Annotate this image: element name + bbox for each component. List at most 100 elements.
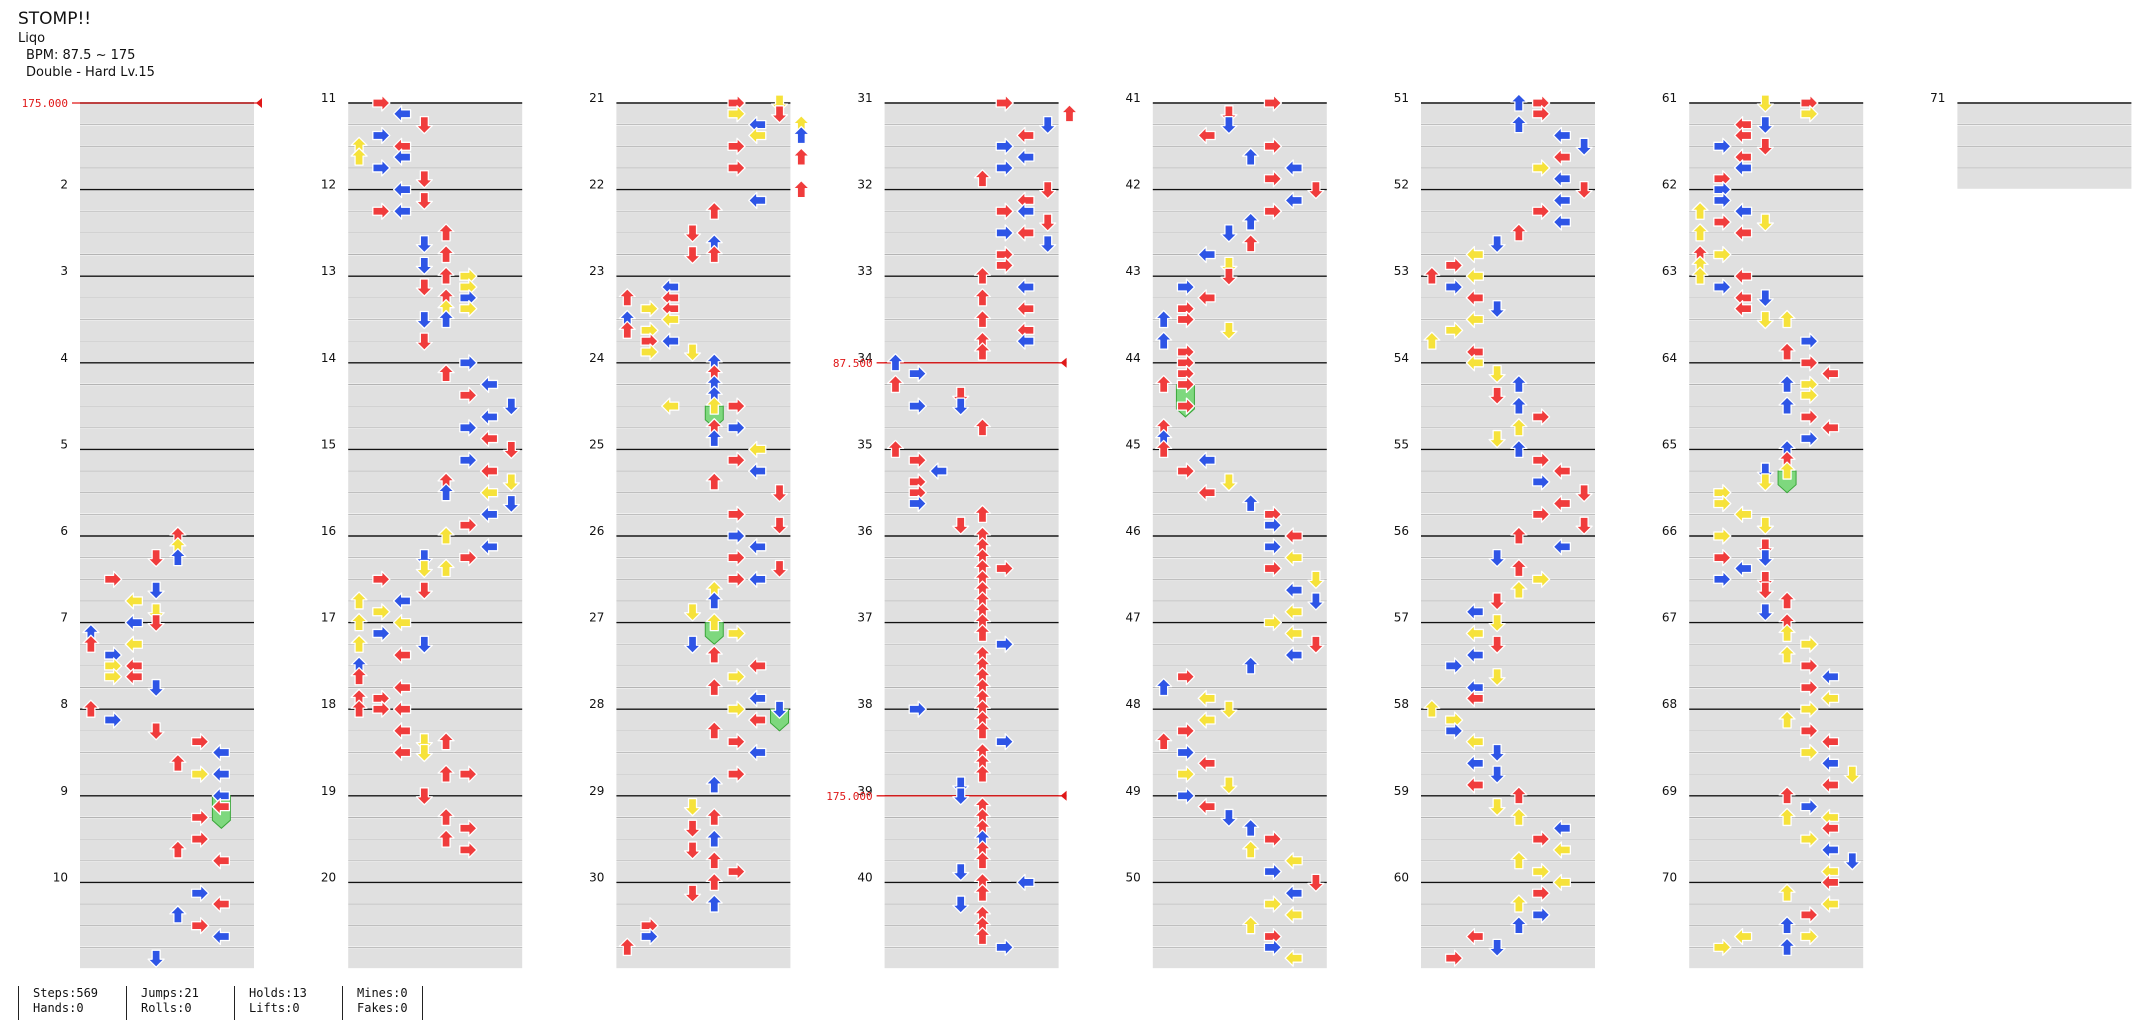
arrow-note-icon [973, 266, 992, 285]
arrow-note-shape [502, 494, 520, 514]
arrow-note-icon [1176, 668, 1196, 686]
arrow-note-icon [973, 623, 992, 643]
arrow-note-icon [1307, 592, 1325, 611]
arrow-note-icon [952, 862, 970, 882]
arrow-note-icon [995, 137, 1014, 155]
arrow-note-icon [1220, 224, 1238, 243]
beat-stripe [80, 580, 254, 601]
arrow-note-shape [1488, 429, 1506, 449]
arrow-note-icon [1039, 116, 1057, 135]
arrow-note-icon [211, 852, 231, 870]
measure-number: 28 [589, 697, 604, 711]
measure-number: 33 [857, 264, 872, 278]
arrow-note-shape [372, 624, 391, 643]
arrow-note-icon [437, 829, 455, 848]
arrow-note-shape [1016, 126, 1035, 145]
arrow-note-shape [1016, 873, 1035, 892]
beat-stripe [80, 255, 254, 276]
arrow-note-shape [1510, 894, 1528, 913]
beat-stripe [1421, 103, 1595, 124]
arrow-note-shape [683, 841, 702, 860]
arrow-note-shape [1820, 776, 1840, 794]
beat-stripe [1689, 710, 1864, 731]
arrow-note-shape [973, 504, 992, 523]
arrow-note-icon [705, 721, 723, 740]
arrow-note-shape [1444, 278, 1464, 296]
beat-stripe [1421, 428, 1595, 449]
arrow-note-icon [1465, 267, 1485, 285]
beat-stripe [616, 558, 791, 579]
arrow-note-icon [1488, 300, 1506, 319]
arrow-note-shape [1465, 267, 1485, 285]
arrow-note-shape [415, 635, 433, 654]
beat-stripe [884, 580, 1059, 601]
arrow-note-shape [147, 613, 165, 633]
arrow-note-icon [1465, 603, 1485, 621]
arrow-note-shape [1552, 213, 1572, 231]
beat-stripe [80, 601, 254, 622]
arrow-note-icon [1510, 580, 1528, 599]
beat-stripe [80, 926, 254, 947]
beat-stripe [1152, 818, 1327, 839]
arrow-note-shape [1510, 807, 1528, 827]
beat-stripe [1152, 471, 1327, 492]
arrow-note-icon [1197, 689, 1216, 708]
beat-stripe [616, 493, 791, 514]
measure-number: 61 [1662, 91, 1677, 105]
arrow-note-shape [1284, 624, 1303, 643]
arrow-note-icon [169, 548, 187, 567]
arrow-note-icon [1220, 473, 1238, 492]
beat-stripe [80, 103, 254, 124]
arrow-note-shape [1575, 516, 1593, 535]
arrow-note-icon [372, 700, 391, 718]
beat-stripe [80, 710, 254, 731]
measure-block: 10 [53, 870, 254, 969]
measure-block: 63 [1662, 264, 1864, 362]
arrow-note-icon [211, 927, 231, 946]
beat-stripe [884, 363, 1059, 384]
beat-stripe [1152, 147, 1327, 168]
arrow-note-shape [1284, 603, 1303, 621]
arrow-note-shape [479, 505, 499, 523]
arrow-note-shape [124, 592, 144, 610]
arrow-note-icon [103, 570, 123, 588]
arrow-note-shape [748, 743, 767, 762]
beat-stripe [348, 948, 523, 969]
arrow-note-shape [372, 94, 391, 112]
arrow-note-icon [1242, 234, 1260, 253]
arrow-note-shape [1691, 223, 1709, 242]
arrow-note-shape [1552, 494, 1572, 513]
stat-lifts: Lifts:0 [249, 1001, 300, 1015]
measure-number: 57 [1394, 611, 1409, 625]
arrow-note-shape [995, 137, 1014, 155]
arrow-note-icon [372, 126, 391, 145]
arrow-note-shape [1197, 754, 1216, 772]
arrow-note-icon [1488, 549, 1506, 568]
arrow-note-shape [392, 148, 412, 166]
arrow-note-icon [350, 147, 368, 166]
arrow-note-shape [1039, 116, 1057, 135]
arrow-note-icon [147, 722, 165, 741]
beat-stripe [1421, 623, 1595, 644]
beat-stripe [1152, 623, 1327, 644]
arrow-note-shape [792, 147, 810, 166]
beat-stripe [616, 623, 791, 644]
beat-stripe [1689, 796, 1864, 817]
arrow-note-shape [705, 201, 723, 220]
arrow-note-icon [415, 787, 433, 806]
arrow-note-shape [437, 732, 455, 751]
arrow-note-shape [727, 624, 746, 643]
beat-stripe [1421, 645, 1595, 666]
arrow-note-shape [705, 244, 723, 264]
arrow-note-icon [1423, 331, 1441, 350]
arrow-note-shape [1733, 159, 1753, 177]
arrow-note-icon [1197, 711, 1216, 729]
beat-stripe [1421, 580, 1595, 601]
arrow-note-shape [1176, 722, 1196, 740]
beat-stripe [348, 536, 523, 557]
arrow-note-shape [748, 570, 767, 588]
arrow-note-shape [1820, 668, 1840, 686]
arrow-note-icon [1197, 754, 1216, 772]
arrow-note-icon [392, 105, 412, 123]
arrow-note-icon [1488, 938, 1506, 957]
